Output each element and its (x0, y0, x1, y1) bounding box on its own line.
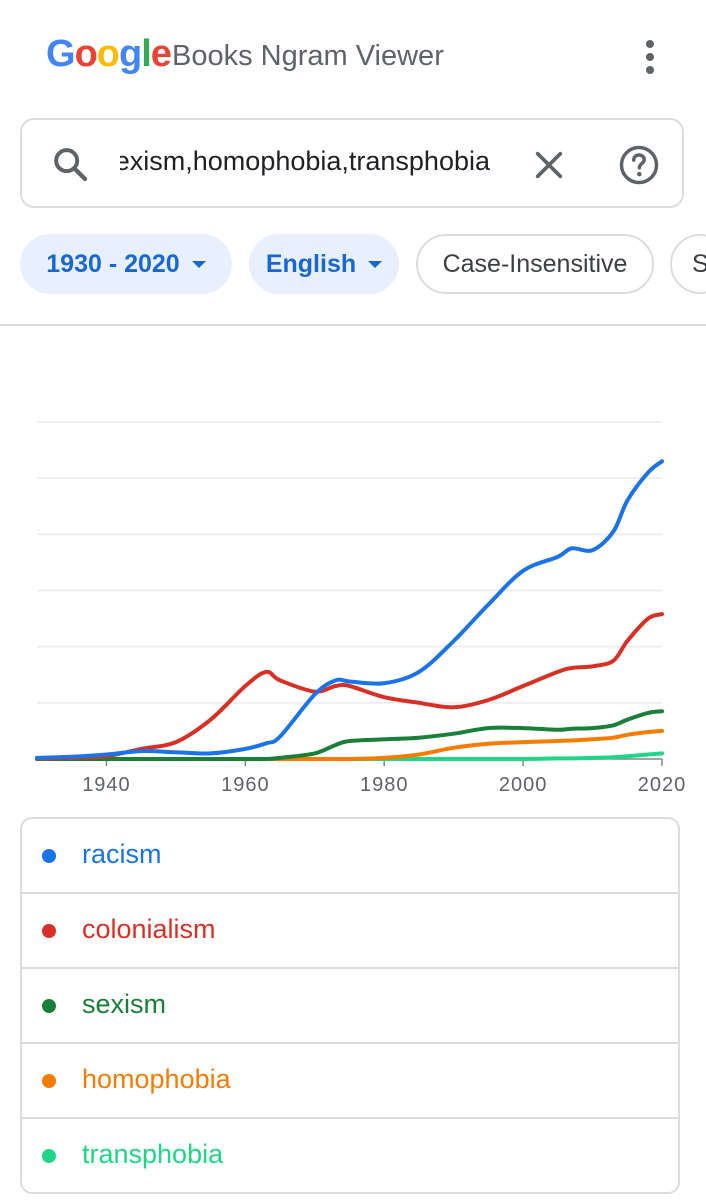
legend-item-racism[interactable]: racism (22, 819, 678, 894)
case-label: Case-Insensitive (442, 249, 628, 278)
logo-letter: o (74, 33, 98, 75)
google-logo[interactable]: Google (46, 33, 172, 76)
logo-letter: l (141, 33, 152, 75)
smoothing-label: S (692, 249, 706, 278)
corpus-label: English (265, 249, 357, 278)
legend-dot-icon (42, 1074, 56, 1088)
x-tick-label: 1960 (221, 774, 270, 796)
legend-item-transphobia[interactable]: transphobia (22, 1119, 678, 1192)
dropdown-caret-icon (368, 260, 383, 268)
corpus-chip[interactable]: English (249, 234, 399, 294)
x-tick-label: 1980 (360, 774, 409, 796)
legend-item-colonialism[interactable]: colonialism (22, 894, 678, 969)
logo-letter: o (96, 33, 120, 75)
legend-dot-icon (42, 924, 56, 938)
search-icon[interactable] (50, 144, 90, 184)
x-tick-label: 2020 (638, 774, 687, 796)
series-line-racism[interactable] (35, 459, 664, 760)
legend-dot-icon (42, 999, 56, 1013)
logo-letter: g (119, 33, 142, 75)
help-icon[interactable] (618, 144, 660, 186)
case-insensitive-chip[interactable]: Case-Insensitive (416, 234, 654, 294)
series-legend: racism colonialism sexism homophobia transph… (20, 817, 680, 1194)
legend-label: racism (82, 839, 162, 869)
app-title: Books Ngram Viewer (172, 40, 444, 72)
legend-dot-icon (42, 849, 56, 863)
query-input[interactable]: racism,colonialism,sexism,homophobia,tra… (120, 146, 490, 176)
legend-label: transphobia (82, 1139, 224, 1169)
more-vert-icon[interactable] (638, 40, 662, 74)
logo-letter: e (150, 33, 172, 75)
x-tick-label: 2000 (499, 774, 548, 796)
x-tick-label: 1940 (82, 774, 131, 796)
divider (0, 324, 706, 326)
year-range-label: 1930 - 2020 (46, 249, 180, 278)
legend-label: homophobia (82, 1064, 231, 1094)
series-line-sexism[interactable] (35, 709, 664, 762)
series-line-colonialism[interactable] (35, 612, 664, 761)
dropdown-caret-icon (191, 260, 206, 268)
legend-item-sexism[interactable]: sexism (22, 969, 678, 1044)
close-icon[interactable] (532, 148, 566, 182)
ngram-chart[interactable]: 1940 1960 1980 2000 2020 (0, 400, 706, 810)
query-search-box[interactable]: racism,colonialism,sexism,homophobia,tra… (20, 118, 684, 208)
app-header: Google Books Ngram Viewer (0, 0, 706, 110)
legend-item-homophobia[interactable]: homophobia (22, 1044, 678, 1119)
year-range-chip[interactable]: 1930 - 2020 (20, 234, 232, 294)
legend-label: sexism (82, 989, 167, 1019)
series-line-homophobia[interactable] (35, 728, 664, 762)
legend-dot-icon (42, 1149, 56, 1163)
logo-letter: G (46, 33, 76, 75)
smoothing-chip[interactable]: S (670, 234, 706, 294)
legend-label: colonialism (82, 914, 216, 944)
